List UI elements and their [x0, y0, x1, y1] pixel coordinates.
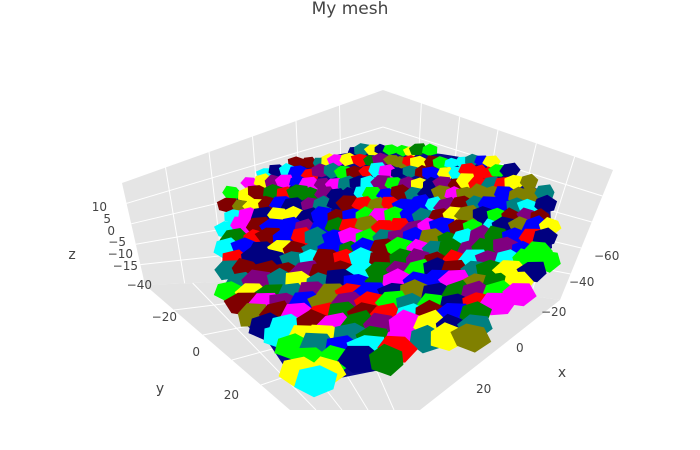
x-axis-ticks: −60 −40 −20 0 20: [476, 249, 619, 396]
mesh-face: [499, 162, 521, 178]
mesh-face: [247, 185, 269, 200]
x-tick-label: −20: [541, 305, 566, 319]
y-axis-title: y: [156, 381, 164, 397]
grid-line: [165, 167, 186, 284]
x-tick-label: 0: [516, 341, 524, 355]
mesh-face: [390, 167, 406, 180]
x-axis-title: x: [558, 365, 566, 381]
mesh-face: [353, 143, 370, 157]
mesh-face: [489, 194, 510, 213]
mesh-face: [444, 157, 458, 169]
mesh-face: [382, 144, 399, 156]
y-tick-label: 20: [224, 388, 239, 402]
z-axis-ticks: 10 5 0 −5 −10 −15: [92, 200, 138, 273]
y-tick-label: −20: [152, 310, 177, 324]
grid-line: [192, 282, 317, 411]
mesh-face: [216, 197, 238, 213]
z-tick-label: −10: [108, 247, 133, 261]
y-axis-ticks: −40 −20 0 20: [127, 278, 239, 402]
x-tick-label: −60: [594, 249, 619, 263]
z-tick-label: 0: [107, 224, 115, 238]
z-tick-label: −5: [108, 235, 126, 249]
grid-line: [126, 126, 384, 204]
mesh-face: [450, 323, 492, 353]
mesh-face: [402, 165, 419, 179]
mesh-face: [310, 206, 334, 224]
mesh-face: [222, 185, 242, 200]
z-axis-title: z: [68, 247, 75, 263]
mesh-face: [345, 165, 363, 178]
grid-line: [208, 151, 225, 282]
mesh-face: [422, 143, 438, 156]
z-tick-label: 10: [92, 200, 107, 214]
mesh-face: [519, 173, 539, 190]
z-tick-label: 5: [103, 212, 111, 226]
mesh-face: [301, 156, 317, 169]
x-tick-label: −40: [569, 275, 594, 289]
mesh-face: [337, 345, 383, 373]
mesh-face: [422, 166, 442, 181]
y-tick-label: −40: [127, 278, 152, 292]
mesh-face: [300, 186, 321, 202]
mesh-surface: [213, 143, 562, 398]
z-tick-label: −15: [113, 259, 138, 273]
mesh-face: [368, 343, 404, 377]
mesh-face: [304, 226, 329, 247]
mesh-face: [294, 365, 338, 398]
y-tick-label: 0: [192, 345, 200, 359]
mesh-face: [350, 153, 369, 168]
mesh-face: [371, 152, 390, 167]
mesh-face: [518, 187, 541, 204]
mesh-face: [432, 156, 449, 171]
x-tick-label: 20: [476, 382, 491, 396]
chart-title: My mesh: [312, 0, 389, 19]
